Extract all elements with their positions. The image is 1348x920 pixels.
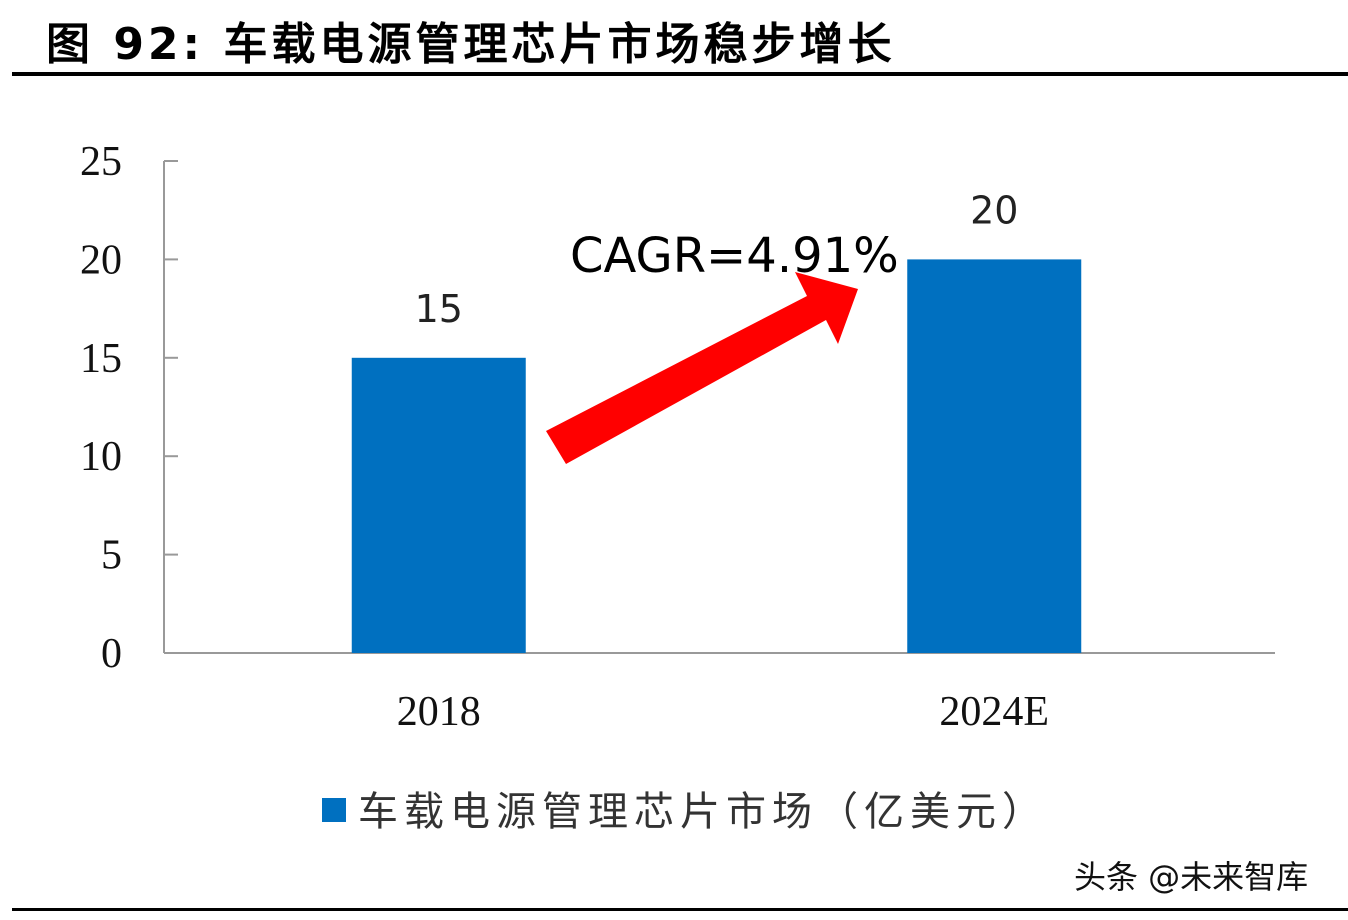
y-tick-label: 10	[80, 434, 122, 480]
y-tick-label: 5	[101, 533, 122, 579]
data-label: 20	[970, 188, 1018, 232]
x-axis-categories: 2018 2024E	[397, 689, 1049, 735]
legend-label: 车载电源管理芯片市场（亿美元）	[358, 789, 1048, 835]
bottom-rule	[12, 908, 1348, 911]
bars	[351, 259, 1082, 653]
bar	[907, 259, 1082, 653]
growth-arrow	[546, 272, 858, 464]
legend: 车载电源管理芯片市场（亿美元）	[322, 789, 1048, 835]
y-tick-label: 20	[80, 237, 122, 283]
watermark: 头条 @未来智库	[1074, 858, 1308, 896]
data-label: 15	[415, 287, 463, 331]
y-tick-label: 25	[80, 139, 122, 185]
cagr-annotation: CAGR=4.91%	[546, 228, 899, 464]
x-category-label: 2024E	[939, 689, 1049, 735]
bar	[351, 357, 526, 653]
legend-swatch	[322, 798, 346, 822]
y-tick-label: 0	[101, 631, 122, 677]
top-rule	[12, 72, 1348, 76]
figure-title: 图 92: 车载电源管理芯片市场稳步增长	[46, 19, 896, 70]
y-axis-ticks: 0 5 10 15 20 25	[80, 139, 178, 677]
y-tick-label: 15	[80, 336, 122, 382]
cagr-label: CAGR=4.91%	[570, 228, 899, 284]
chart-axes	[163, 161, 1275, 654]
x-category-label: 2018	[397, 689, 481, 735]
